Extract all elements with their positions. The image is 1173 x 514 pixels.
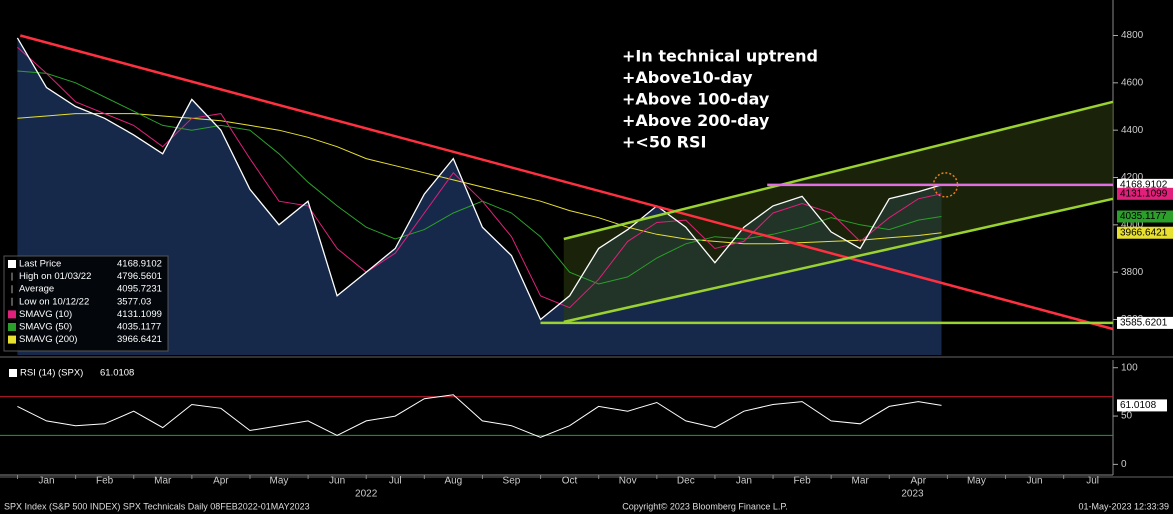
y-tick-label: 4600 bbox=[1121, 77, 1144, 88]
channel-fill bbox=[563, 101, 1113, 322]
legend-value: 4095.7231 bbox=[117, 284, 162, 295]
x-tick-label: Jan bbox=[38, 476, 54, 487]
x-tick-label: Feb bbox=[96, 476, 114, 487]
x-tick-label: Jun bbox=[329, 476, 345, 487]
legend-swatch bbox=[8, 323, 16, 331]
x-tick-label: Sep bbox=[503, 476, 521, 487]
x-tick-label: May bbox=[967, 476, 986, 487]
legend-value: 4796.5601 bbox=[117, 271, 162, 282]
annotation: +In technical uptrend bbox=[622, 47, 818, 66]
x-tick-label: May bbox=[270, 476, 289, 487]
legend-value: 3966.6421 bbox=[117, 334, 162, 345]
y-tick-label: 4400 bbox=[1121, 125, 1144, 136]
series-line bbox=[17, 46, 942, 309]
legend-value: 3577.03 bbox=[117, 296, 151, 307]
x-tick-label: Jan bbox=[736, 476, 752, 487]
legend-label: Last Price bbox=[19, 259, 61, 270]
legend-label: SMAVG (10) bbox=[19, 309, 72, 320]
legend-label: SMAVG (50) bbox=[19, 322, 72, 333]
legend-label: High on 01/03/22 bbox=[19, 271, 91, 282]
value-label-box bbox=[1117, 226, 1173, 239]
legend-swatch bbox=[8, 260, 16, 268]
x-tick-label: Mar bbox=[154, 476, 172, 487]
series-line bbox=[17, 394, 942, 438]
value-label: 3585.6201 bbox=[1120, 318, 1168, 329]
highlight-circle bbox=[932, 172, 959, 198]
y-tick-label: 3800 bbox=[1121, 267, 1144, 278]
x-group-label: 2022 bbox=[355, 489, 378, 500]
legend-swatch bbox=[9, 369, 17, 377]
value-label-box bbox=[1117, 187, 1173, 200]
trend-line bbox=[19, 34, 1114, 331]
y-tick-label: 4800 bbox=[1121, 30, 1144, 41]
legend-label: RSI (14) (SPX) bbox=[20, 368, 83, 379]
x-tick-label: Oct bbox=[562, 476, 578, 487]
legend-swatch bbox=[8, 310, 16, 319]
value-label-box bbox=[1117, 210, 1173, 223]
x-tick-label: Dec bbox=[677, 476, 695, 487]
x-tick-label: Jul bbox=[389, 476, 402, 487]
legend-label: SMAVG (200) bbox=[19, 334, 77, 345]
value-label: 4131.1099 bbox=[1120, 188, 1168, 199]
value-label: 61.0108 bbox=[1120, 400, 1157, 411]
trend-line bbox=[563, 197, 1114, 324]
annotation: +<50 RSI bbox=[622, 133, 706, 152]
y-tick-label: 4000 bbox=[1121, 219, 1144, 230]
footer-left: SPX Index (S&P 500 INDEX) SPX Technicals… bbox=[4, 501, 310, 511]
legend-label: Low on 10/12/22 bbox=[19, 296, 89, 307]
legend-value: 4131.1099 bbox=[117, 309, 162, 320]
x-tick-label: Jul bbox=[1086, 476, 1099, 487]
value-label: 3966.6421 bbox=[1120, 227, 1168, 238]
annotation: +Above 100-day bbox=[622, 90, 770, 109]
annotation: +Above 200-day bbox=[622, 111, 770, 130]
footer-center: Copyright© 2023 Bloomberg Finance L.P. bbox=[622, 501, 788, 511]
legend-value: 4168.9102 bbox=[117, 259, 162, 270]
x-tick-label: Jun bbox=[1026, 476, 1042, 487]
x-tick-label: Nov bbox=[619, 476, 637, 487]
y-tick-label: 50 bbox=[1121, 411, 1133, 422]
value-label-box bbox=[1117, 316, 1173, 329]
y-tick-label: 100 bbox=[1121, 362, 1138, 373]
x-tick-label: Apr bbox=[911, 476, 927, 487]
footer-right: 01-May-2023 12:33:39 bbox=[1078, 501, 1169, 511]
legend-box bbox=[3, 255, 169, 352]
x-tick-label: Mar bbox=[852, 476, 870, 487]
x-tick-label: Apr bbox=[213, 476, 229, 487]
y-tick-label: 4200 bbox=[1121, 172, 1144, 183]
legend-swatch bbox=[8, 335, 16, 344]
x-tick-label: Aug bbox=[444, 476, 462, 487]
value-label: 4168.9102 bbox=[1120, 179, 1168, 190]
value-label-box bbox=[1117, 399, 1167, 412]
y-tick-label: 0 bbox=[1121, 459, 1127, 470]
legend-value: 4035.1177 bbox=[117, 322, 161, 333]
trend-line bbox=[563, 100, 1114, 241]
annotation: +Above10-day bbox=[622, 68, 753, 87]
legend-value: 61.0108 bbox=[100, 368, 134, 379]
series-line bbox=[16, 37, 942, 321]
legend-label: Average bbox=[19, 284, 54, 295]
value-label: 4035.1177 bbox=[1120, 211, 1167, 222]
x-tick-label: Feb bbox=[793, 476, 811, 487]
x-group-label: 2023 bbox=[901, 489, 924, 500]
